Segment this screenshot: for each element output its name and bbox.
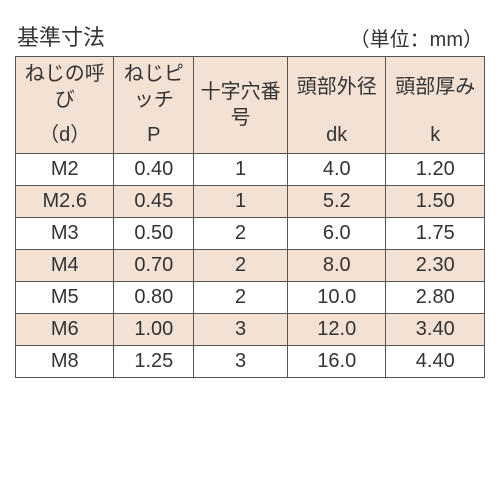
- th-k-line2: k: [386, 117, 485, 153]
- table-row: M6 1.00 3 12.0 3.40: [16, 313, 485, 345]
- th-p-line2: P: [114, 117, 194, 153]
- cell-d: M2.6: [16, 185, 114, 217]
- cell-k: 2.30: [386, 249, 485, 281]
- cell-p: 0.40: [114, 153, 194, 185]
- th-d-line1: ねじの呼び: [16, 57, 114, 118]
- cell-p: 1.00: [114, 313, 194, 345]
- cell-x: 2: [194, 249, 288, 281]
- cell-dk: 4.0: [288, 153, 386, 185]
- cell-x: 2: [194, 217, 288, 249]
- cell-d: M2: [16, 153, 114, 185]
- cell-k: 2.80: [386, 281, 485, 313]
- th-cross: 十字穴番号: [194, 57, 288, 154]
- table-row: M5 0.80 2 10.0 2.80: [16, 281, 485, 313]
- cell-d: M8: [16, 345, 114, 377]
- cell-d: M3: [16, 217, 114, 249]
- cell-d: M5: [16, 281, 114, 313]
- cell-p: 0.80: [114, 281, 194, 313]
- cell-x: 1: [194, 153, 288, 185]
- table-row: M8 1.25 3 16.0 4.40: [16, 345, 485, 377]
- cell-dk: 12.0: [288, 313, 386, 345]
- cell-d: M6: [16, 313, 114, 345]
- cell-p: 0.45: [114, 185, 194, 217]
- header-row: 基準寸法 （単位：mm）: [15, 20, 485, 52]
- cell-p: 0.50: [114, 217, 194, 249]
- cell-x: 3: [194, 313, 288, 345]
- th-p-line1: ねじピッチ: [114, 57, 194, 118]
- cell-x: 2: [194, 281, 288, 313]
- cell-dk: 5.2: [288, 185, 386, 217]
- table-body: M2 0.40 1 4.0 1.20 M2.6 0.45 1 5.2 1.50 …: [16, 153, 485, 377]
- table-row: M3 0.50 2 6.0 1.75: [16, 217, 485, 249]
- cell-x: 1: [194, 185, 288, 217]
- table-row: M2 0.40 1 4.0 1.20: [16, 153, 485, 185]
- cell-dk: 6.0: [288, 217, 386, 249]
- table-row: M4 0.70 2 8.0 2.30: [16, 249, 485, 281]
- table-row: M2.6 0.45 1 5.2 1.50: [16, 185, 485, 217]
- th-k-line1: 頭部厚み: [386, 57, 485, 118]
- cell-k: 4.40: [386, 345, 485, 377]
- cell-dk: 16.0: [288, 345, 386, 377]
- cell-d: M4: [16, 249, 114, 281]
- cell-p: 0.70: [114, 249, 194, 281]
- cell-dk: 8.0: [288, 249, 386, 281]
- cell-x: 3: [194, 345, 288, 377]
- cell-dk: 10.0: [288, 281, 386, 313]
- th-dk-line1: 頭部外径: [288, 57, 386, 118]
- cell-k: 3.40: [386, 313, 485, 345]
- cell-k: 1.50: [386, 185, 485, 217]
- cell-k: 1.20: [386, 153, 485, 185]
- cell-k: 1.75: [386, 217, 485, 249]
- table-title: 基準寸法: [17, 20, 105, 52]
- cell-p: 1.25: [114, 345, 194, 377]
- spec-table: ねじの呼び ねじピッチ 十字穴番号 頭部外径 頭部厚み （d） P dk k M…: [15, 56, 485, 378]
- th-dk-line2: dk: [288, 117, 386, 153]
- th-d-line2: （d）: [16, 117, 114, 153]
- unit-label: （単位：mm）: [350, 23, 483, 52]
- table-head: ねじの呼び ねじピッチ 十字穴番号 頭部外径 頭部厚み （d） P dk k: [16, 57, 485, 154]
